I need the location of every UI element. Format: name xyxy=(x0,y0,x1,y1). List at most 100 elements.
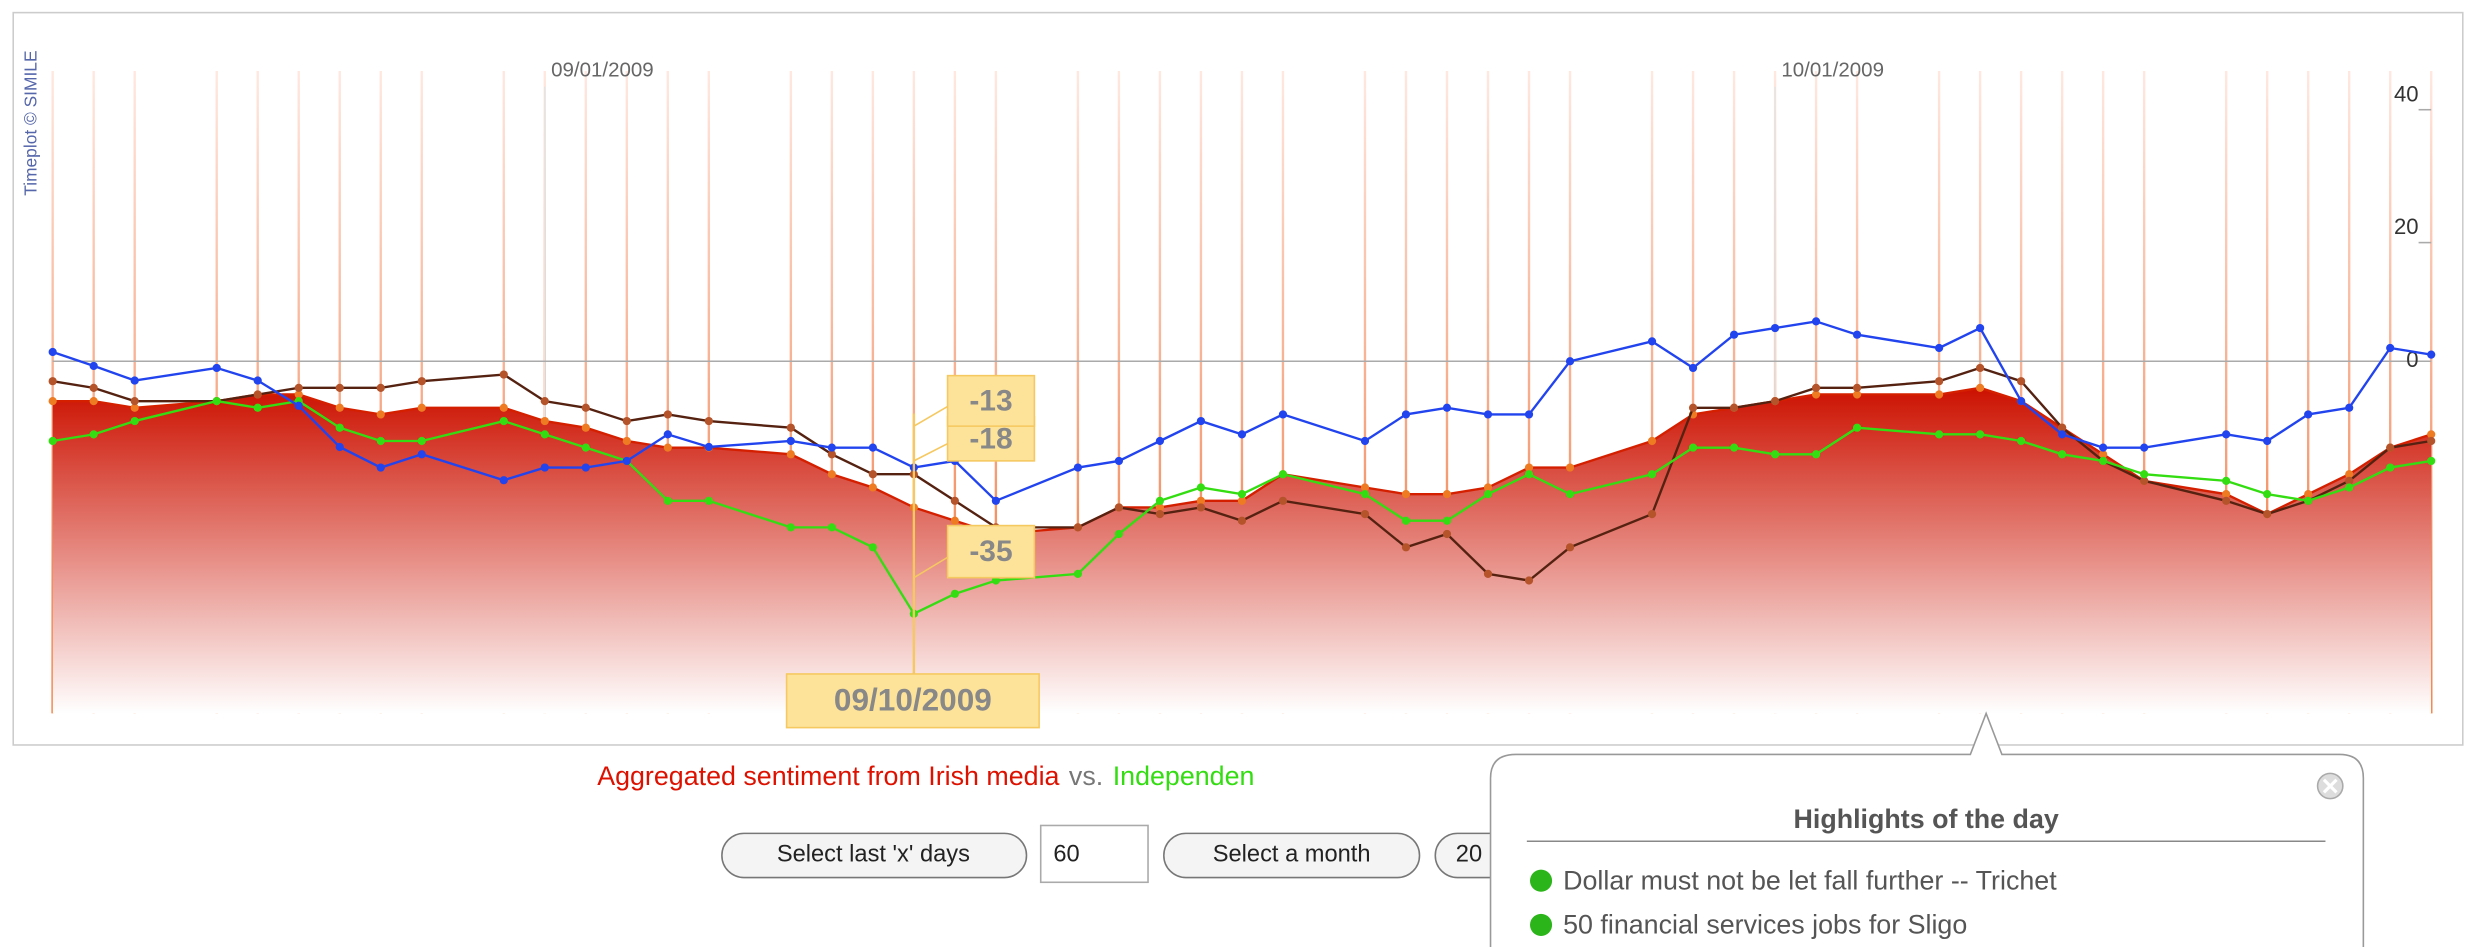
point xyxy=(499,370,508,379)
point xyxy=(868,543,877,552)
point xyxy=(2017,436,2026,446)
point xyxy=(1114,503,1124,512)
point xyxy=(294,390,303,399)
point xyxy=(1811,450,1821,459)
point xyxy=(1647,509,1657,519)
point xyxy=(499,416,508,426)
point xyxy=(2017,397,2026,406)
point xyxy=(2386,443,2395,452)
point xyxy=(2263,490,2272,499)
point xyxy=(1688,443,1698,452)
popup-bubble xyxy=(1489,711,2365,947)
point xyxy=(335,423,344,432)
point xyxy=(1935,390,1944,399)
point xyxy=(704,416,713,426)
hover-value: -18 xyxy=(969,422,1012,455)
point xyxy=(417,450,426,459)
point xyxy=(2222,490,2231,499)
point xyxy=(1770,323,1780,333)
hover-date: 09/10/2009 xyxy=(834,682,992,718)
point xyxy=(1483,490,1493,499)
point xyxy=(376,436,385,446)
point xyxy=(2427,456,2436,466)
point xyxy=(1278,410,1288,419)
point xyxy=(581,443,590,452)
point xyxy=(663,496,672,505)
point xyxy=(1524,410,1534,419)
point xyxy=(1401,490,1411,499)
point xyxy=(2345,483,2354,492)
point xyxy=(2304,410,2313,419)
point xyxy=(991,576,1000,585)
point xyxy=(1524,463,1534,472)
y-tick-label: 40 xyxy=(2394,81,2419,106)
point xyxy=(1360,490,1370,499)
point xyxy=(2222,496,2231,505)
point xyxy=(1565,490,1575,499)
point xyxy=(2222,476,2231,485)
point xyxy=(2263,509,2272,519)
point xyxy=(2345,476,2354,485)
month-button[interactable] xyxy=(1163,832,1421,879)
point xyxy=(704,496,713,505)
point xyxy=(2345,403,2354,412)
point xyxy=(1401,516,1411,525)
point xyxy=(1852,390,1862,399)
point xyxy=(1237,496,1247,505)
point xyxy=(1647,470,1657,479)
point xyxy=(1729,443,1739,452)
point xyxy=(2427,430,2436,439)
point xyxy=(581,403,590,412)
point xyxy=(335,442,344,452)
point xyxy=(950,589,959,598)
point xyxy=(2427,350,2436,359)
point xyxy=(1196,416,1206,426)
point xyxy=(2345,470,2354,479)
point xyxy=(253,390,262,399)
point xyxy=(1196,483,1206,492)
point xyxy=(1073,523,1083,532)
point xyxy=(1114,529,1124,539)
point xyxy=(376,463,385,472)
point xyxy=(1935,430,1944,439)
point xyxy=(48,377,57,386)
point xyxy=(335,383,344,392)
days-input-value: 60 xyxy=(1053,842,1079,868)
point xyxy=(1935,343,1944,353)
caption-source: Aggregated sentiment from Irish media xyxy=(597,761,1059,791)
point xyxy=(827,450,836,459)
hover-value: -35 xyxy=(969,535,1012,568)
point xyxy=(1073,463,1083,472)
point xyxy=(622,456,631,466)
days-input[interactable] xyxy=(1039,824,1149,884)
point xyxy=(1442,403,1452,412)
point xyxy=(2222,430,2231,439)
point xyxy=(335,403,344,412)
point xyxy=(2099,450,2108,459)
hover-date-box xyxy=(785,673,1040,729)
point xyxy=(1729,403,1739,412)
popup-close-icon xyxy=(2322,778,2338,794)
point xyxy=(1442,490,1452,499)
point xyxy=(2017,377,2026,386)
popup-item: 50 financial services jobs for Sligo xyxy=(1563,910,1967,940)
popup-title: Highlights of the day xyxy=(1794,804,2059,834)
point xyxy=(1483,483,1493,492)
point xyxy=(950,496,959,505)
point xyxy=(89,383,98,392)
point xyxy=(89,397,98,406)
point xyxy=(1770,450,1780,459)
point xyxy=(1237,516,1247,525)
point xyxy=(1401,410,1411,419)
point xyxy=(1647,436,1657,446)
point xyxy=(212,363,221,373)
point xyxy=(1196,496,1206,505)
point xyxy=(417,436,426,446)
point xyxy=(1565,463,1575,472)
point xyxy=(2058,430,2067,439)
point xyxy=(1852,423,1862,432)
last-days-button[interactable] xyxy=(721,832,1028,879)
point xyxy=(1278,470,1288,479)
